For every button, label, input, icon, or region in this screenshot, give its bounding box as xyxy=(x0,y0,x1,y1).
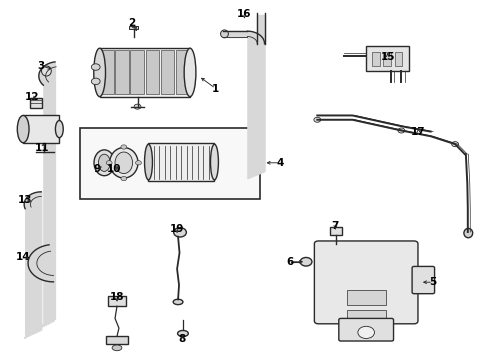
Text: 17: 17 xyxy=(411,127,426,136)
Text: 18: 18 xyxy=(110,292,124,302)
Bar xyxy=(366,46,409,71)
Circle shape xyxy=(136,161,142,165)
Circle shape xyxy=(452,141,459,147)
Ellipse shape xyxy=(145,144,152,180)
Text: 19: 19 xyxy=(170,225,184,234)
Text: 5: 5 xyxy=(430,277,437,287)
Text: 16: 16 xyxy=(237,9,251,19)
Text: 3: 3 xyxy=(38,61,45,71)
Circle shape xyxy=(173,228,186,237)
Text: 7: 7 xyxy=(332,221,339,231)
Ellipse shape xyxy=(112,345,122,351)
Ellipse shape xyxy=(211,144,219,180)
FancyBboxPatch shape xyxy=(339,319,393,341)
Ellipse shape xyxy=(98,154,110,171)
Bar xyxy=(346,291,386,305)
Ellipse shape xyxy=(177,330,188,337)
Ellipse shape xyxy=(17,116,29,143)
Circle shape xyxy=(300,257,312,266)
Circle shape xyxy=(121,145,127,149)
Text: 12: 12 xyxy=(25,92,40,102)
Bar xyxy=(108,296,126,306)
Bar xyxy=(383,52,391,66)
Bar xyxy=(80,128,260,199)
Text: 1: 1 xyxy=(212,84,220,94)
Bar xyxy=(372,52,380,66)
Polygon shape xyxy=(161,50,174,94)
FancyBboxPatch shape xyxy=(315,241,418,324)
Polygon shape xyxy=(115,50,129,94)
Text: 11: 11 xyxy=(35,143,49,153)
Ellipse shape xyxy=(110,148,138,178)
Polygon shape xyxy=(99,48,190,96)
Text: 15: 15 xyxy=(380,52,395,62)
Text: 13: 13 xyxy=(18,195,32,205)
Ellipse shape xyxy=(55,121,63,138)
Circle shape xyxy=(134,104,141,109)
Circle shape xyxy=(121,176,127,181)
Circle shape xyxy=(91,64,100,70)
Ellipse shape xyxy=(115,152,133,174)
Polygon shape xyxy=(130,50,144,94)
Bar xyxy=(394,52,402,66)
Ellipse shape xyxy=(220,30,228,38)
Ellipse shape xyxy=(94,48,105,96)
Circle shape xyxy=(91,78,100,85)
Ellipse shape xyxy=(173,299,183,305)
Bar xyxy=(346,310,386,324)
Text: 14: 14 xyxy=(15,252,30,262)
Text: 9: 9 xyxy=(94,164,101,174)
Bar xyxy=(330,226,342,235)
Ellipse shape xyxy=(464,228,473,238)
Text: 2: 2 xyxy=(128,18,135,28)
Circle shape xyxy=(398,128,405,133)
Polygon shape xyxy=(23,116,59,143)
Text: 10: 10 xyxy=(107,164,122,174)
Polygon shape xyxy=(100,50,114,94)
Polygon shape xyxy=(175,50,189,94)
Bar xyxy=(129,26,138,30)
Text: 6: 6 xyxy=(286,257,294,267)
Ellipse shape xyxy=(94,150,115,176)
FancyBboxPatch shape xyxy=(412,266,435,294)
Text: 8: 8 xyxy=(179,333,186,343)
Bar xyxy=(106,336,128,343)
Circle shape xyxy=(106,161,112,165)
Text: 4: 4 xyxy=(276,158,284,168)
Ellipse shape xyxy=(42,66,51,76)
Bar xyxy=(29,98,42,108)
Polygon shape xyxy=(146,50,159,94)
Ellipse shape xyxy=(184,48,196,96)
Circle shape xyxy=(314,117,321,122)
Circle shape xyxy=(358,326,374,338)
Polygon shape xyxy=(148,143,215,181)
